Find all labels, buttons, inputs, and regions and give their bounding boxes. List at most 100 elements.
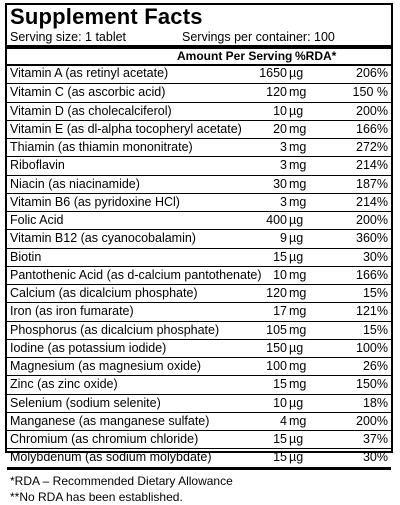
table-row: Riboflavin 3 mg 214% — [7, 156, 391, 174]
rda-percent: 15% — [362, 286, 388, 300]
amount-value: 30 — [273, 176, 287, 191]
table-row: Chromium (as chromium chloride) 15 µg 37% — [7, 430, 391, 448]
nutrient-name: Niacin (as niacinamide) — [10, 176, 140, 191]
nutrient-name: Vitamin A (as retinyl acetate) — [10, 66, 169, 80]
amount-unit: mg — [289, 304, 307, 319]
table-row: Iodine (as potassium iodide) 150 µg 100% — [7, 338, 391, 357]
nutrient-name: Zinc (as zinc oxide) — [10, 377, 118, 392]
rda-percent: 272% — [356, 140, 388, 154]
table-row: Manganese (as manganese sulfate) 4 mg 200% — [7, 411, 391, 430]
nutrient-name: Magnesium (as magnesium oxide) — [10, 359, 202, 373]
amount-value: 120 — [266, 286, 287, 300]
amount-value: 9 — [280, 231, 287, 246]
rda-percent: 150 % — [352, 85, 388, 100]
amount-unit: µg — [289, 213, 304, 227]
amount-value: 15 — [273, 450, 287, 465]
table-row: Biotin 15 µg 30% — [7, 247, 391, 266]
amount-unit: mg — [289, 194, 307, 209]
amount-value: 150 — [266, 340, 287, 355]
header-rule — [7, 64, 391, 66]
amount-value: 100 — [266, 359, 287, 373]
table-row: Iron (as iron fumarate) 17 mg 121% — [7, 302, 391, 320]
nutrient-name: Folic Acid — [10, 213, 64, 227]
amount-unit: mg — [289, 413, 307, 428]
rda-percent: 214% — [356, 158, 388, 173]
rda-header: %RDA* — [295, 49, 337, 63]
amount-unit: mg — [289, 121, 307, 136]
amount-value: 10 — [273, 395, 287, 410]
rda-percent: 206% — [356, 66, 388, 80]
table-row: Pantothenic Acid (as d-calcium pantothen… — [7, 265, 391, 284]
amount-value: 400 — [266, 213, 287, 227]
amount-unit: mg — [289, 286, 307, 300]
amount-unit: mg — [289, 140, 307, 154]
amount-unit: µg — [289, 450, 304, 465]
amount-per-serving-header: Amount Per Serving — [177, 49, 293, 63]
rda-percent: 100% — [356, 340, 388, 355]
nutrient-name: Thiamin (as thiamin mononitrate) — [10, 140, 193, 154]
table-row: Thiamin (as thiamin mononitrate) 3 mg 272% — [7, 138, 391, 156]
servings-per-container: Servings per container: 100 — [182, 30, 335, 44]
table-row: Vitamin B6 (as pyridoxine HCl) 3 mg 214% — [7, 192, 391, 211]
rda-percent: 30% — [362, 249, 388, 264]
rda-percent: 166% — [356, 267, 388, 282]
table-row: Zinc (as zinc oxide) 15 mg 150% — [7, 375, 391, 393]
rda-percent: 150% — [356, 377, 388, 392]
serving-size: Serving size: 1 tablet — [10, 30, 127, 44]
table-row: Magnesium (as magnesium oxide) 100 mg 26% — [7, 357, 391, 375]
nutrient-name: Phosphorus (as dicalcium phosphate) — [10, 322, 220, 337]
amount-value: 4 — [280, 413, 287, 428]
table-row: Niacin (as niacinamide) 30 mg 187% — [7, 174, 391, 193]
amount-unit: µg — [289, 432, 304, 446]
table-row: Folic Acid 400 µg 200% — [7, 211, 391, 229]
nutrient-name: Vitamin B6 (as pyridoxine HCl) — [10, 194, 180, 209]
nutrient-name: Riboflavin — [10, 158, 65, 173]
amount-value: 3 — [280, 194, 287, 209]
panel-title: Supplement Facts — [10, 4, 203, 29]
rda-percent: 30% — [362, 450, 388, 465]
amount-unit: mg — [289, 267, 307, 282]
amount-value: 120 — [266, 85, 287, 100]
table-row: Phosphorus (as dicalcium phosphate) 105 mg… — [7, 320, 391, 339]
rda-percent: 15% — [362, 322, 388, 337]
amount-value: 3 — [280, 140, 287, 154]
amount-value: 105 — [266, 322, 287, 337]
footnote-rda: *RDA – Recommended Dietary Allowance — [10, 473, 233, 488]
rda-percent: 121% — [356, 304, 388, 319]
supplement-facts-panel: Supplement Facts Serving size: 1 tablet … — [5, 3, 393, 504]
column-header: Amount Per Serving %RDA* — [7, 49, 391, 64]
table-row: Vitamin B12 (as cyanocobalamin) 9 µg 360% — [7, 229, 391, 247]
amount-value: 10 — [273, 267, 287, 282]
table-row: Vitamin A (as retinyl acetate) 1650 µg 206% — [7, 65, 391, 83]
table-row: Molybdenum (as sodium molybdate) 15 µg 30% — [7, 448, 391, 466]
table-row: Vitamin D (as cholecalciferol) 10 µg 200% — [7, 101, 391, 120]
table-row: Vitamin E (as dl-alpha tocopheryl acetat… — [7, 119, 391, 138]
amount-unit: mg — [289, 359, 307, 373]
amount-value: 15 — [273, 249, 287, 264]
nutrient-name: Vitamin C (as ascorbic acid) — [10, 85, 166, 100]
rda-percent: 26% — [362, 359, 388, 373]
rda-percent: 214% — [356, 194, 388, 209]
amount-value: 17 — [273, 304, 287, 319]
nutrient-name: Manganese (as manganese sulfate) — [10, 413, 210, 428]
nutrient-name: Vitamin B12 (as cyanocobalamin) — [10, 231, 196, 246]
footnote-no-rda: **No RDA has been established. — [10, 489, 183, 504]
rda-percent: 360% — [356, 231, 388, 246]
amount-value: 10 — [273, 103, 287, 118]
amount-unit: mg — [289, 176, 307, 191]
nutrient-name: Iodine (as potassium iodide) — [10, 340, 167, 355]
rda-percent: 200% — [356, 413, 388, 428]
nutrient-name: Pantothenic Acid (as d-calcium pantothen… — [10, 267, 262, 282]
amount-unit: mg — [289, 322, 307, 337]
nutrient-name: Chromium (as chromium chloride) — [10, 432, 199, 446]
amount-value: 15 — [273, 377, 287, 392]
nutrient-name: Vitamin E (as dl-alpha tocopheryl acetat… — [10, 121, 242, 136]
nutrient-name: Selenium (sodium selenite) — [10, 395, 161, 410]
nutrient-name: Calcium (as dicalcium phosphate) — [10, 286, 198, 300]
amount-unit: µg — [289, 395, 304, 410]
table-row: Calcium (as dicalcium phosphate) 120 mg 15% — [7, 284, 391, 302]
nutrient-name: Iron (as iron fumarate) — [10, 304, 134, 319]
rda-percent: 200% — [356, 213, 388, 227]
nutrient-name: Vitamin D (as cholecalciferol) — [10, 103, 172, 118]
rda-percent: 200% — [356, 103, 388, 118]
